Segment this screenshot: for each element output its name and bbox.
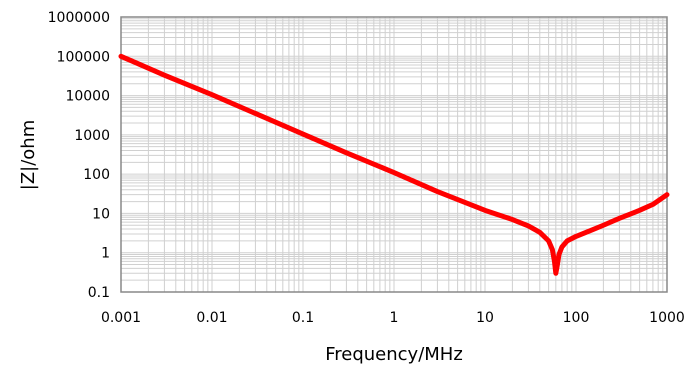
y-tick-label: 1000 (74, 128, 110, 144)
y-tick-label: 100 (83, 167, 110, 183)
y-axis-title: |Z|/ohm (18, 120, 39, 190)
y-tick-label: 100000 (57, 49, 110, 65)
x-tick-label: 1000 (649, 310, 685, 326)
x-tick-label: 0.001 (101, 310, 141, 326)
y-tick-label: 10 (92, 206, 110, 222)
x-axis-title: Frequency/MHz (325, 344, 463, 365)
x-tick-label: 10 (476, 310, 494, 326)
x-tick-label: 100 (563, 310, 590, 326)
impedance-series-line (118, 53, 670, 276)
grid (120, 17, 667, 293)
x-tick-label: 0.1 (292, 310, 314, 326)
y-tick-label: 1000000 (48, 10, 110, 26)
axes: 0.001 0.01 0.1 1 10 100 1000 0.1 1 10 100 1000 10000… (48, 10, 685, 326)
y-tick-label: 0.1 (88, 285, 110, 301)
y-tick-label: 1 (101, 246, 110, 262)
series-layer (118, 53, 670, 276)
y-tick-label: 10000 (65, 89, 110, 105)
x-tick-label: 1 (390, 310, 399, 326)
plot-border (120, 16, 668, 293)
x-tick-label: 0.01 (196, 310, 227, 326)
